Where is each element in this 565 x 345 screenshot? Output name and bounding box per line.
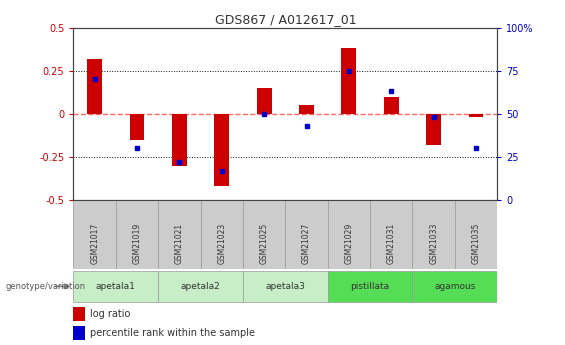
Bar <box>341 48 357 114</box>
Bar <box>370 200 412 269</box>
Text: GSM21031: GSM21031 <box>387 222 396 264</box>
Bar <box>426 114 441 145</box>
Bar <box>172 114 187 166</box>
Bar <box>384 97 399 114</box>
Text: GSM21021: GSM21021 <box>175 223 184 264</box>
Bar <box>328 200 370 269</box>
Bar <box>412 271 497 302</box>
Bar <box>299 105 314 114</box>
Text: apetala1: apetala1 <box>96 282 136 291</box>
Bar <box>73 326 85 339</box>
Text: log ratio: log ratio <box>90 309 130 319</box>
Bar <box>116 200 158 269</box>
Bar <box>73 200 116 269</box>
Bar <box>158 200 201 269</box>
Bar <box>285 200 328 269</box>
Text: GSM21017: GSM21017 <box>90 222 99 264</box>
Title: GDS867 / A012617_01: GDS867 / A012617_01 <box>215 13 356 27</box>
Text: apetala3: apetala3 <box>266 282 305 291</box>
Bar <box>243 200 285 269</box>
Text: GSM21033: GSM21033 <box>429 222 438 264</box>
Text: pistillata: pistillata <box>350 282 390 291</box>
Text: apetala2: apetala2 <box>181 282 220 291</box>
Bar <box>468 114 484 117</box>
Bar <box>87 59 102 114</box>
Text: GSM21025: GSM21025 <box>260 222 268 264</box>
Bar <box>129 114 145 140</box>
Text: GSM21027: GSM21027 <box>302 222 311 264</box>
Text: GSM21029: GSM21029 <box>345 222 353 264</box>
Text: GSM21019: GSM21019 <box>133 222 141 264</box>
Bar <box>257 88 272 114</box>
Text: genotype/variation: genotype/variation <box>6 282 86 291</box>
Bar <box>243 271 328 302</box>
Text: agamous: agamous <box>434 282 476 291</box>
Text: GSM21023: GSM21023 <box>218 222 226 264</box>
Bar <box>412 200 455 269</box>
Bar <box>73 307 85 321</box>
Text: percentile rank within the sample: percentile rank within the sample <box>90 328 255 338</box>
Bar <box>201 200 243 269</box>
Bar <box>214 114 229 186</box>
Text: GSM21035: GSM21035 <box>472 222 480 264</box>
Bar <box>73 271 158 302</box>
Bar <box>455 200 497 269</box>
Bar <box>328 271 412 302</box>
Bar <box>158 271 243 302</box>
